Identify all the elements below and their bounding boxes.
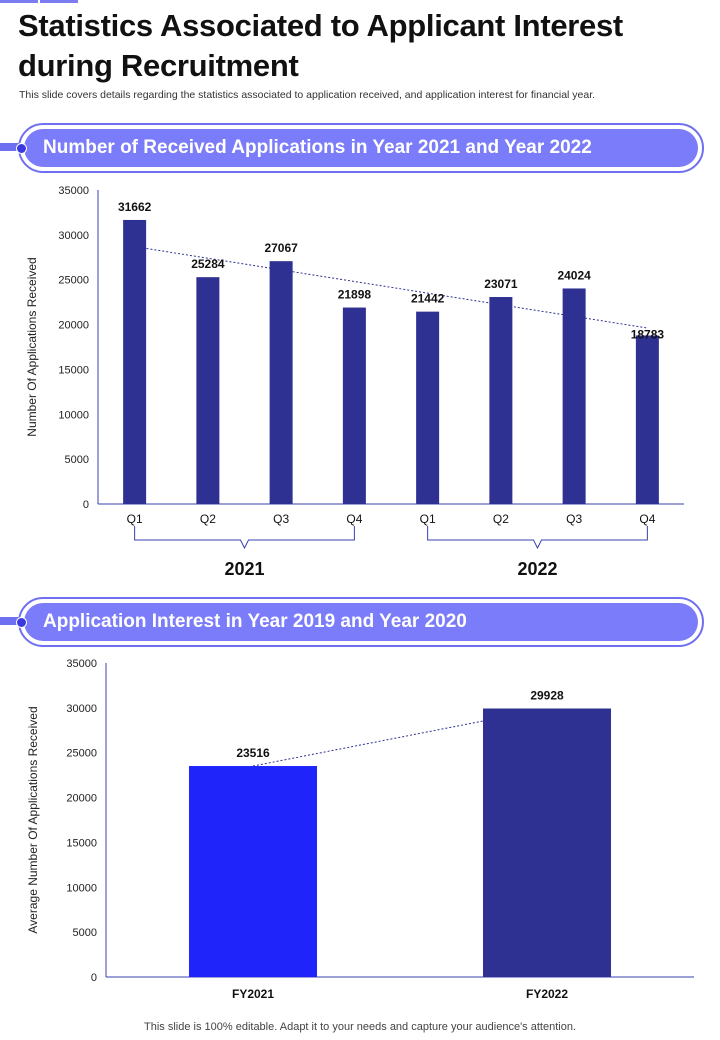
data-label: 31662: [118, 200, 152, 214]
data-label: 29928: [530, 689, 564, 703]
y-tick-label: 15000: [66, 837, 97, 849]
y-tick-label: 35000: [58, 185, 89, 197]
page-subtitle: This slide covers details regarding the …: [19, 89, 596, 101]
section-1-header: Number of Received Applications in Year …: [18, 123, 704, 173]
bar-q1-4: [416, 311, 440, 504]
data-label: 27067: [264, 241, 298, 255]
bar-fy2022-1: [483, 708, 611, 977]
data-label: 25284: [191, 257, 225, 271]
bar-q1-0: [123, 219, 147, 504]
year-group-bracket: [427, 526, 648, 550]
x-tick-label: Q2: [200, 512, 216, 526]
bar-q4-3: [342, 307, 366, 504]
y-tick-label: 0: [83, 499, 89, 511]
x-tick-label: FY2021: [232, 987, 274, 1001]
section-2-title: Application Interest in Year 2019 and Ye…: [43, 611, 467, 632]
x-tick-label: Q4: [346, 512, 362, 526]
x-tick-label: Q4: [639, 512, 655, 526]
y-tick-label: 15000: [58, 364, 89, 376]
chart-application-interest: 0 5000 10000 15000 20000 25000 30000 35000 Avera…: [26, 658, 694, 1001]
data-label: 24024: [557, 268, 591, 282]
y-tick-label: 30000: [66, 703, 97, 715]
data-label: 21442: [411, 292, 445, 306]
data-label: 18783: [631, 327, 665, 341]
y-tick-label: 30000: [58, 230, 89, 242]
bar-q3-2: [269, 261, 293, 504]
data-label: 21898: [338, 288, 372, 302]
y-tick-label: 10000: [58, 409, 89, 421]
bar-fy2021-0: [189, 766, 317, 977]
x-tick-label: Q1: [127, 512, 143, 526]
top-accent-bar-right: [40, 0, 78, 3]
y-tick-label: 25000: [58, 275, 89, 287]
section-2-header-fill: Application Interest in Year 2019 and Ye…: [24, 603, 698, 641]
y-axis-label: Average Number Of Applications Received: [26, 706, 40, 933]
y-tick-label: 10000: [66, 882, 97, 894]
chart-received-applications: 0 5000 10000 15000 20000 25000 30000 35000 Numbe…: [25, 185, 684, 579]
footer-note: This slide is 100% editable. Adapt it to…: [144, 1021, 576, 1033]
year-group-label: 2021: [224, 559, 264, 579]
x-tick-label: Q3: [273, 512, 289, 526]
trend-line: [134, 246, 648, 329]
y-tick-label: 5000: [65, 454, 89, 466]
y-tick-label: 20000: [66, 793, 97, 805]
section-2-header: Application Interest in Year 2019 and Ye…: [18, 597, 704, 647]
x-tick-label: FY2022: [526, 987, 568, 1001]
x-tick-label: Q3: [566, 512, 582, 526]
year-group-bracket: [134, 526, 355, 550]
section-2-dot: [16, 617, 27, 628]
trend-line: [252, 708, 548, 767]
y-tick-label: 25000: [66, 748, 97, 760]
x-tick-label: Q2: [493, 512, 509, 526]
y-axis-label: Number Of Applications Received: [25, 257, 39, 436]
top-accent-bar-left: [0, 0, 38, 3]
y-tick-label: 0: [91, 972, 97, 984]
bar-q2-1: [196, 277, 220, 504]
bar-q4-7: [635, 335, 659, 504]
data-label: 23071: [484, 277, 518, 291]
y-tick-label: 20000: [58, 320, 89, 332]
bar-q3-6: [562, 288, 586, 504]
year-group-label: 2022: [517, 559, 557, 579]
bar-q2-5: [489, 297, 513, 504]
section-1-dot: [16, 143, 27, 154]
section-1-title: Number of Received Applications in Year …: [43, 137, 592, 158]
y-tick-label: 35000: [66, 658, 97, 670]
x-tick-label: Q1: [420, 512, 436, 526]
section-1-header-fill: Number of Received Applications in Year …: [24, 129, 698, 167]
data-label: 23516: [236, 746, 270, 760]
y-tick-label: 5000: [73, 927, 97, 939]
page-title: Statistics Associated to Applicant Inter…: [18, 8, 623, 83]
